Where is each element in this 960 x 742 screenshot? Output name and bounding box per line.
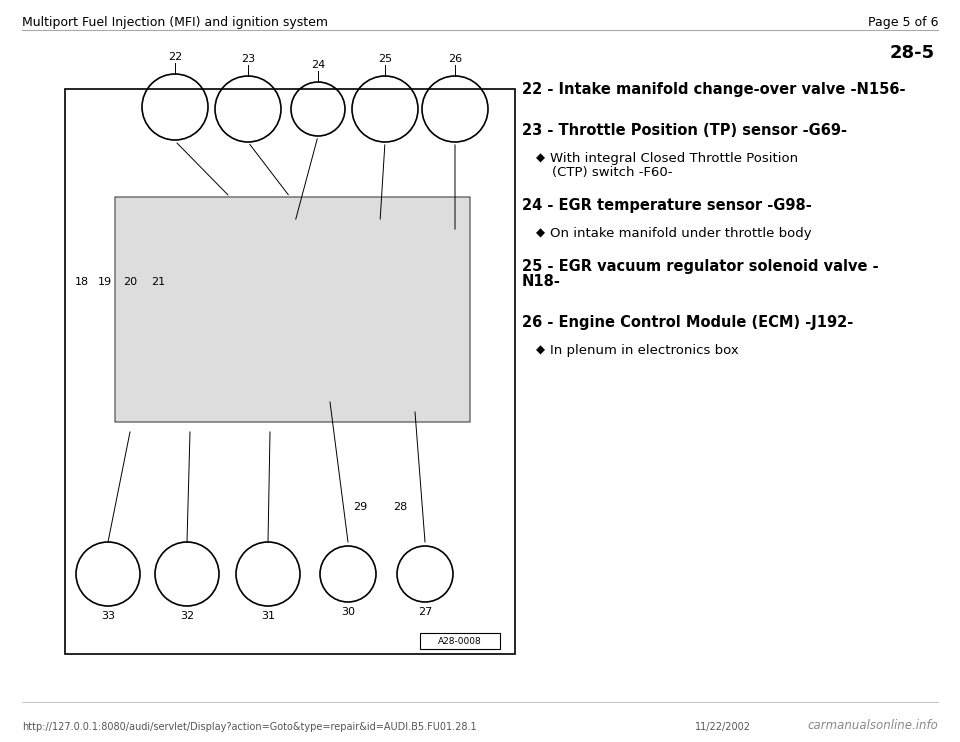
Text: 30: 30 xyxy=(341,607,355,617)
Text: carmanualsonline.info: carmanualsonline.info xyxy=(807,719,938,732)
Text: http://127.0.0.1:8080/audi/servlet/Display?action=Goto&type=repair&id=AUDI.B5.FU: http://127.0.0.1:8080/audi/servlet/Displ… xyxy=(22,722,476,732)
Text: Multiport Fuel Injection (MFI) and ignition system: Multiport Fuel Injection (MFI) and ignit… xyxy=(22,16,328,29)
Bar xyxy=(420,633,500,649)
Text: In plenum in electronics box: In plenum in electronics box xyxy=(550,344,739,357)
Text: ◆: ◆ xyxy=(536,227,545,240)
Text: 25: 25 xyxy=(378,54,392,64)
Text: 33: 33 xyxy=(101,611,115,621)
Text: 19: 19 xyxy=(98,277,112,287)
Text: (CTP) switch -F60-: (CTP) switch -F60- xyxy=(552,166,673,179)
Text: 25 - EGR vacuum regulator solenoid valve -: 25 - EGR vacuum regulator solenoid valve… xyxy=(522,259,878,274)
Text: 24: 24 xyxy=(311,60,325,70)
FancyBboxPatch shape xyxy=(115,197,470,422)
Text: Page 5 of 6: Page 5 of 6 xyxy=(868,16,938,29)
Text: 27: 27 xyxy=(418,607,432,617)
Text: 26 - Engine Control Module (ECM) -J192-: 26 - Engine Control Module (ECM) -J192- xyxy=(522,315,853,330)
Text: 18: 18 xyxy=(75,277,89,287)
Text: 32: 32 xyxy=(180,611,194,621)
Text: 22: 22 xyxy=(168,52,182,62)
Bar xyxy=(200,222,380,352)
Text: 28: 28 xyxy=(393,502,407,512)
Text: 21: 21 xyxy=(151,277,165,287)
Text: ◆: ◆ xyxy=(536,344,545,357)
Text: 20: 20 xyxy=(123,277,137,287)
Text: 28-5: 28-5 xyxy=(890,44,935,62)
Text: 23: 23 xyxy=(241,54,255,64)
Text: With integral Closed Throttle Position: With integral Closed Throttle Position xyxy=(550,152,798,165)
Text: N18-: N18- xyxy=(522,274,561,289)
Text: On intake manifold under throttle body: On intake manifold under throttle body xyxy=(550,227,811,240)
Text: 22 - Intake manifold change-over valve -N156-: 22 - Intake manifold change-over valve -… xyxy=(522,82,905,97)
Text: ◆: ◆ xyxy=(536,152,545,165)
Text: 31: 31 xyxy=(261,611,275,621)
Bar xyxy=(65,89,515,654)
Text: 29: 29 xyxy=(353,502,367,512)
Text: 11/22/2002: 11/22/2002 xyxy=(695,722,751,732)
Text: 23 - Throttle Position (TP) sensor -G69-: 23 - Throttle Position (TP) sensor -G69- xyxy=(522,123,847,138)
Text: 26: 26 xyxy=(448,54,462,64)
Text: 24 - EGR temperature sensor -G98-: 24 - EGR temperature sensor -G98- xyxy=(522,198,812,213)
Text: A28-0008: A28-0008 xyxy=(438,637,482,646)
